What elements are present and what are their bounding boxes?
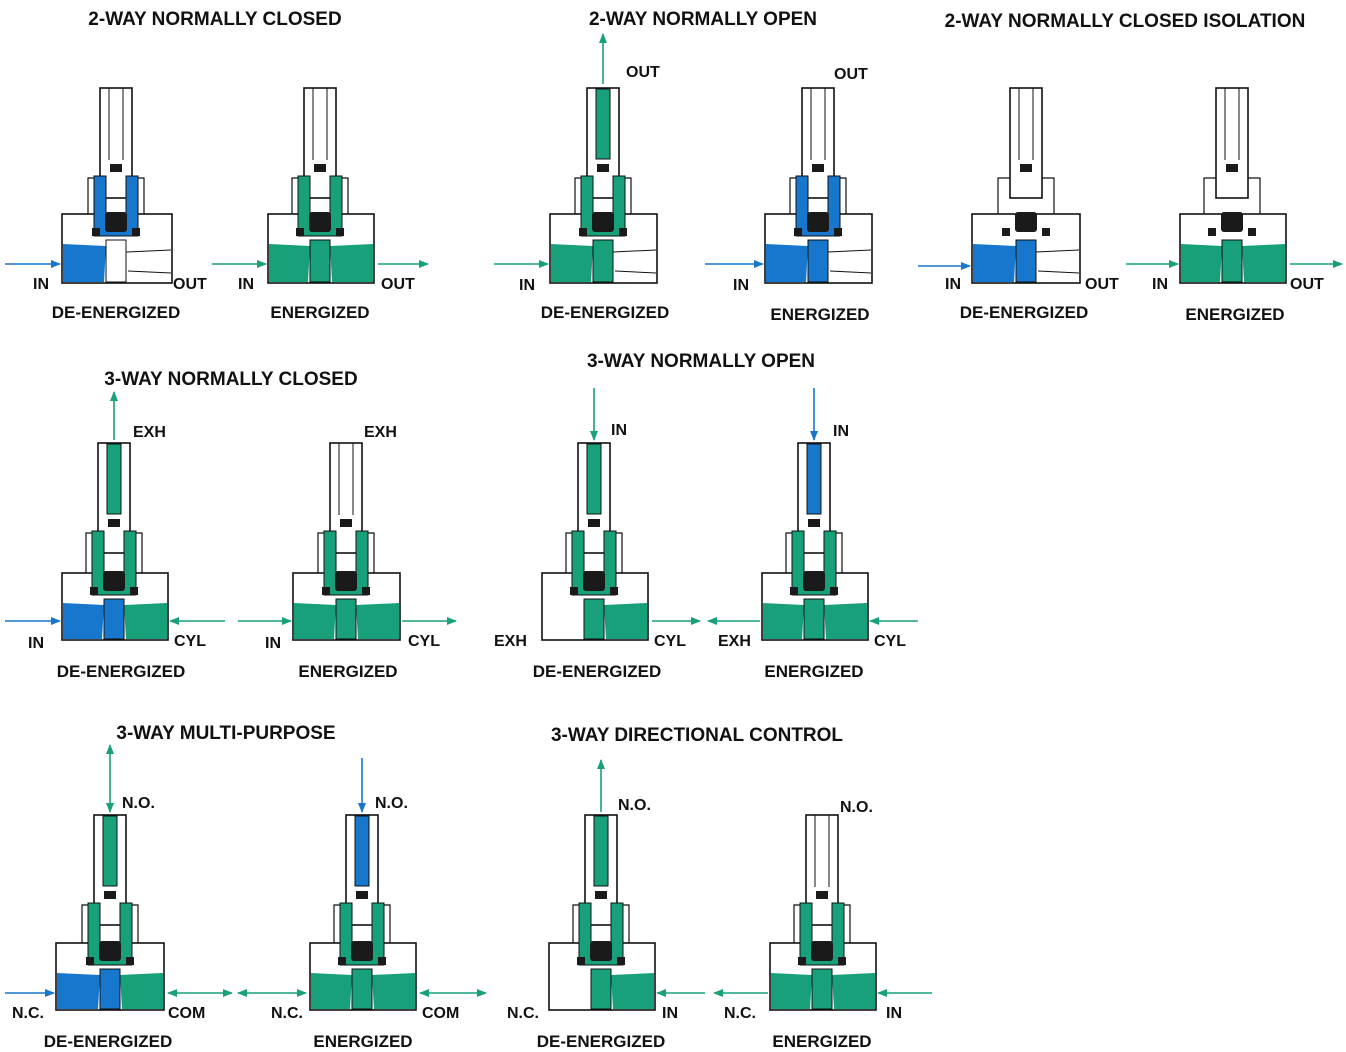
state-label: DE-ENERGIZED — [541, 303, 669, 322]
port-label: N.C. — [12, 1005, 44, 1022]
state-label: ENERGIZED — [298, 662, 397, 681]
state-label: ENERGIZED — [764, 662, 863, 681]
port-label: IN — [945, 276, 961, 293]
valve-cross-section — [1179, 87, 1287, 284]
port-label: N.O. — [375, 795, 408, 812]
port-label: IN — [1152, 276, 1168, 293]
port-label: IN — [33, 276, 49, 293]
state-label: DE-ENERGIZED — [44, 1032, 172, 1051]
port-label: N.C. — [271, 1005, 303, 1022]
valve-cross-section — [61, 442, 169, 641]
state-label: DE-ENERGIZED — [960, 303, 1088, 322]
port-label: IN — [519, 277, 535, 294]
diagram-title: 2-WAY NORMALLY CLOSED ISOLATION — [945, 11, 1306, 32]
port-label: IN — [886, 1005, 902, 1022]
state-label: DE-ENERGIZED — [52, 303, 180, 322]
port-label: CYL — [874, 633, 906, 650]
state-label: DE-ENERGIZED — [537, 1032, 665, 1051]
valve-cross-section — [55, 814, 165, 1011]
valve-cross-section — [761, 442, 869, 641]
port-label: IN — [28, 635, 44, 652]
diagram-title: 3-WAY MULTI-PURPOSE — [116, 723, 335, 744]
port-label: N.C. — [724, 1005, 756, 1022]
diagram-title: 3-WAY DIRECTIONAL CONTROL — [551, 725, 843, 746]
port-label: EXH — [494, 633, 527, 650]
port-label: N.O. — [122, 795, 155, 812]
state-label: ENERGIZED — [1185, 305, 1284, 324]
valve-cross-section — [548, 814, 656, 1011]
valve-cross-section — [769, 814, 877, 1011]
state-label: DE-ENERGIZED — [533, 662, 661, 681]
port-label: IN — [833, 423, 849, 440]
port-label: COM — [168, 1005, 205, 1022]
valve-cross-section — [764, 87, 873, 284]
valve-cross-section — [541, 442, 649, 641]
valve-cross-section — [309, 814, 417, 1011]
port-label: COM — [422, 1005, 459, 1022]
port-label: OUT — [1085, 276, 1119, 293]
port-label: EXH — [718, 633, 751, 650]
port-label: OUT — [173, 276, 207, 293]
port-label: OUT — [626, 64, 660, 81]
port-label: IN — [238, 276, 254, 293]
state-label: ENERGIZED — [770, 305, 869, 324]
port-label: EXH — [364, 424, 397, 441]
port-label: N.O. — [618, 797, 651, 814]
port-label: CYL — [174, 633, 206, 650]
port-label: IN — [733, 277, 749, 294]
port-label: OUT — [1290, 276, 1324, 293]
port-label: CYL — [408, 633, 440, 650]
port-label: OUT — [834, 66, 868, 83]
valve-cross-section — [549, 87, 658, 284]
port-label: OUT — [381, 276, 415, 293]
port-label: N.C. — [507, 1005, 539, 1022]
state-label: DE-ENERGIZED — [57, 662, 185, 681]
valve-cross-section — [267, 87, 375, 284]
state-label: ENERGIZED — [772, 1032, 871, 1051]
state-label: ENERGIZED — [313, 1032, 412, 1051]
state-label: ENERGIZED — [270, 303, 369, 322]
diagram-title: 2-WAY NORMALLY CLOSED — [88, 9, 341, 30]
port-label: EXH — [133, 424, 166, 441]
port-label: CYL — [654, 633, 686, 650]
port-label: IN — [611, 422, 627, 439]
diagram-title: 3-WAY NORMALLY OPEN — [587, 351, 815, 372]
valve-cross-section — [971, 87, 1081, 284]
port-label: IN — [265, 635, 281, 652]
port-label: N.O. — [840, 799, 873, 816]
port-label: IN — [662, 1005, 678, 1022]
valve-cross-section — [61, 87, 173, 284]
diagram-title: 3-WAY NORMALLY CLOSED — [104, 369, 357, 390]
diagram-title: 2-WAY NORMALLY OPEN — [589, 9, 817, 30]
valve-cross-section — [292, 442, 401, 641]
